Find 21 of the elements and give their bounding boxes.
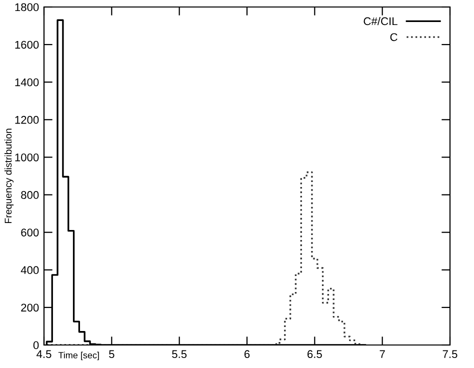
x-tick-label: 5.5 bbox=[172, 350, 187, 358]
y-tick-label: 200 bbox=[21, 304, 39, 312]
x-tick-label: 4.5 bbox=[36, 350, 52, 358]
x-axis-title: Time [sec] bbox=[58, 352, 99, 360]
y-tick-label: 1800 bbox=[15, 3, 39, 12]
y-tick-label: 800 bbox=[21, 191, 39, 199]
y-tick-label: 0 bbox=[33, 341, 39, 350]
x-tick-label: 6 bbox=[244, 350, 250, 358]
x-tick-label: 5 bbox=[109, 350, 114, 358]
x-tick-label: 7 bbox=[380, 350, 385, 358]
y-tick-label: 1000 bbox=[15, 153, 39, 162]
x-tick-label: 6.5 bbox=[308, 350, 322, 358]
x-tick-label: 7.5 bbox=[442, 350, 458, 358]
y-tick-label: 1200 bbox=[15, 116, 39, 124]
y-tick-label: 600 bbox=[21, 228, 39, 236]
y-tick-label: 400 bbox=[20, 266, 39, 274]
y-tick-label: 1400 bbox=[15, 78, 39, 86]
legend-label: C bbox=[390, 33, 398, 42]
y-tick-label: 1600 bbox=[15, 40, 39, 49]
y-axis-title: Frequency distribution bbox=[4, 128, 14, 224]
legend-label: C#/CIL bbox=[364, 17, 398, 26]
